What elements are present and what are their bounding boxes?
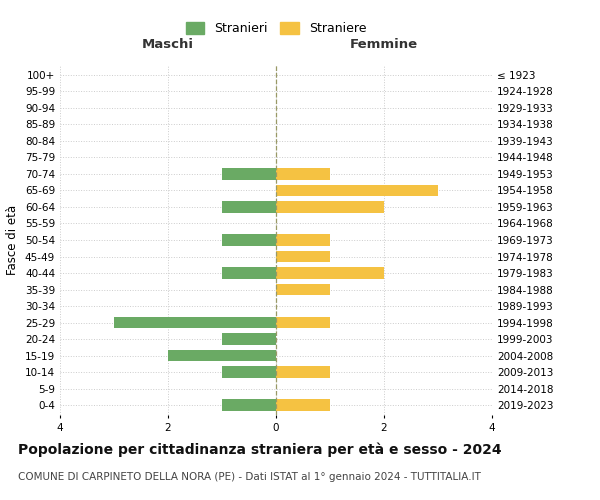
Text: Femmine: Femmine [350,38,418,51]
Bar [222,267,276,279]
Bar [276,267,384,279]
Bar [168,350,276,362]
Bar [276,284,330,296]
Bar [222,201,276,213]
Bar [222,168,276,179]
Bar [276,250,330,262]
Bar [276,234,330,246]
Bar [276,184,438,196]
Bar [222,366,276,378]
Bar [276,366,330,378]
Bar [222,334,276,345]
Y-axis label: Fasce di età: Fasce di età [7,205,19,275]
Bar [276,317,330,328]
Legend: Stranieri, Straniere: Stranieri, Straniere [185,22,367,35]
Bar [222,400,276,411]
Text: Maschi: Maschi [142,38,194,51]
Text: COMUNE DI CARPINETO DELLA NORA (PE) - Dati ISTAT al 1° gennaio 2024 - TUTTITALIA: COMUNE DI CARPINETO DELLA NORA (PE) - Da… [18,472,481,482]
Bar [114,317,276,328]
Bar [222,234,276,246]
Bar [276,400,330,411]
Bar [276,168,330,179]
Bar [276,201,384,213]
Text: Popolazione per cittadinanza straniera per età e sesso - 2024: Popolazione per cittadinanza straniera p… [18,442,502,457]
